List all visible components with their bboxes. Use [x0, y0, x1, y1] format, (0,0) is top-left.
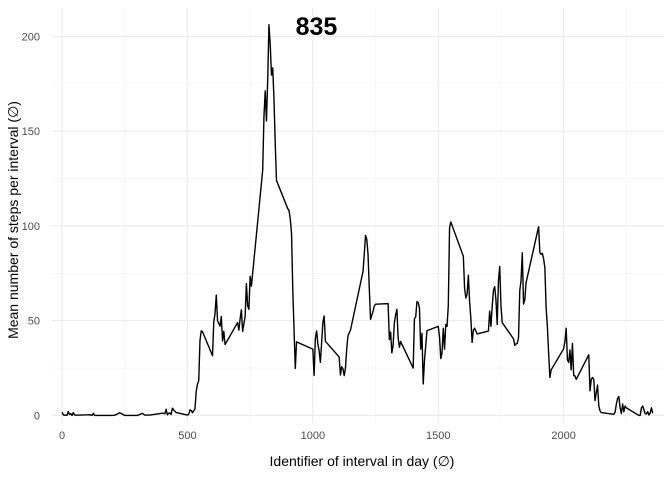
x-tick-label: 1000 — [301, 430, 325, 442]
series-line — [61, 23, 654, 417]
y-tick-label: 100 — [22, 221, 40, 233]
y-tick-label: 50 — [28, 316, 40, 328]
x-axis-title: Identifier of interval in day (∅) — [270, 453, 455, 469]
x-tick-label: 1500 — [426, 430, 450, 442]
x-tick-label: 2000 — [551, 430, 575, 442]
x-tick-label: 0 — [59, 430, 65, 442]
major-gridlines — [52, 8, 664, 423]
peak-annotation: 835 — [296, 13, 338, 41]
y-tick-label: 150 — [22, 126, 40, 138]
y-axis-title: Mean number of steps per interval (∅) — [5, 101, 21, 339]
y-tick-label: 200 — [22, 31, 40, 43]
minor-gridlines — [52, 8, 664, 423]
y-axis-ticks: 0 50 100 150 200 — [22, 31, 40, 422]
y-tick-label: 0 — [34, 410, 40, 422]
x-axis-ticks: 0 500 1000 1500 2000 — [59, 430, 576, 442]
x-tick-label: 500 — [178, 430, 196, 442]
